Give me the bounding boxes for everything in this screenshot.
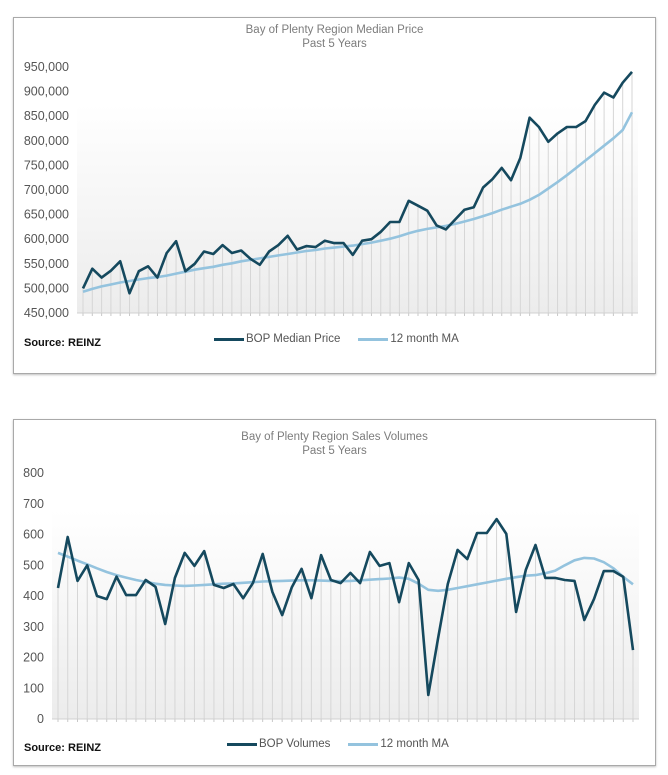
chart-title: Bay of Plenty Region Sales Volumes [241,431,428,443]
legend-swatch-ma [358,337,389,341]
source-label: Source: REINZ [24,337,102,349]
y-tick-label: 400 [23,589,44,603]
legend: BOP Median Price 12 month MA [214,333,477,345]
y-tick-label: 500 [23,558,44,572]
y-tick-label: 650,000 [24,208,69,222]
legend-label: 12 month MA [390,333,459,345]
y-tick-label: 450,000 [24,306,69,320]
median-price-chart-panel: Bay of Plenty Region Median Price Past 5… [13,17,656,374]
legend-swatch-median-price [214,337,244,341]
plot-background [77,103,638,314]
y-tick-label: 200 [23,651,44,665]
legend-item-ma: 12 month MA [348,738,449,750]
series-line-12-month-ma [82,111,634,294]
series-line-bop-volumes [56,517,635,697]
y-tick-label: 300 [23,620,44,634]
chart-title: Bay of Plenty Region Median Price [245,24,424,36]
source-label: Source: REINZ [24,742,102,754]
legend-label: BOP Median Price [246,333,341,345]
legend-label: 12 month MA [380,738,449,750]
y-tick-label: 800 [23,466,44,480]
y-tick-label: 600,000 [24,232,69,246]
series-line-bop-median-price [81,71,633,295]
legend-item-ma: 12 month MA [358,333,459,345]
sales-volumes-chart-panel: Bay of Plenty Region Sales Volumes Past … [13,419,656,766]
chart-subtitle: Past 5 Years [302,38,367,50]
y-tick-label: 550,000 [24,257,69,271]
y-tick-label: 700 [23,497,44,511]
y-tick-label: 800,000 [24,134,69,148]
y-tick-label: 950,000 [24,60,69,74]
legend-swatch-ma [348,742,379,746]
legend-label: BOP Volumes [259,738,331,750]
y-tick-label: 850,000 [24,109,69,123]
y-tick-label: 750,000 [24,158,69,172]
legend-swatch-volumes [227,742,257,746]
plot-background [52,509,639,719]
legend-item-median-price: BOP Median Price [214,333,340,345]
y-tick-label: 700,000 [24,183,69,197]
y-tick-label: 0 [37,712,44,726]
legend-item-volumes: BOP Volumes [227,738,330,750]
series-line-12-month-ma [57,551,634,593]
y-tick-label: 100 [23,681,44,695]
legend: BOP Volumes 12 month MA [227,738,467,750]
y-tick-label: 900,000 [24,85,69,99]
median-price-plot: 950,000 900,000 850,000 800,000 750,000 700,0… [24,60,638,320]
sales-volumes-plot: 800 700 600 500 400 300 200 100 0 [23,466,639,726]
chart-subtitle: Past 5 Years [302,445,367,457]
y-tick-label: 500,000 [24,281,69,295]
y-tick-label: 600 [23,528,44,542]
